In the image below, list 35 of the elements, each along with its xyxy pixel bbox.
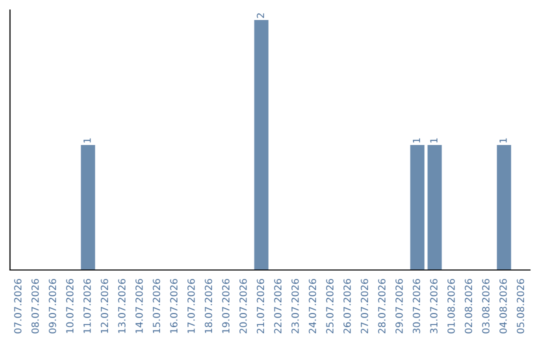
x-tick-label: 03.08.2026 — [482, 278, 490, 334]
x-tick-label: 24.07.2026 — [308, 278, 316, 334]
x-tick-label: 28.07.2026 — [378, 278, 386, 334]
x-tick-label: 30.07.2026 — [412, 278, 420, 334]
data-label: 1 — [430, 138, 438, 143]
x-tick-label: 05.08.2026 — [516, 278, 524, 334]
x-tick-label: 23.07.2026 — [291, 278, 299, 334]
x-tick-label: 04.08.2026 — [499, 278, 507, 334]
x-tick-label: 09.07.2026 — [48, 278, 56, 334]
x-tick-label: 02.08.2026 — [464, 278, 472, 334]
x-tick-label: 18.07.2026 — [204, 278, 212, 333]
x-tick-label: 14.07.2026 — [135, 278, 143, 333]
x-tick-label: 16.07.2026 — [170, 278, 178, 333]
x-tick-label: 22.07.2026 — [274, 278, 282, 334]
x-tick-label: 11.07.2026 — [83, 278, 91, 333]
x-tick-label: 10.07.2026 — [66, 278, 74, 333]
x-tick-label: 15.07.2026 — [152, 278, 160, 333]
x-tick-label: 27.07.2026 — [360, 278, 368, 334]
x-tick-label: 19.07.2026 — [222, 278, 230, 333]
x-tick-label: 21.07.2026 — [256, 278, 264, 334]
x-tick-label: 26.07.2026 — [343, 278, 351, 334]
x-tick-label: 17.07.2026 — [187, 278, 195, 333]
data-label: 1 — [500, 138, 507, 143]
x-tick-label: 07.07.2026 — [14, 278, 22, 334]
x-tick-label: 12.07.2026 — [100, 278, 108, 333]
x-tick-label: 20.07.2026 — [239, 278, 247, 334]
x-tick-label: 13.07.2026 — [118, 278, 126, 333]
data-label: 2 — [256, 13, 264, 18]
x-tick-label: 25.07.2026 — [326, 278, 334, 334]
data-label: 1 — [84, 138, 91, 143]
data-label: 1 — [412, 138, 420, 143]
x-tick-label: 29.07.2026 — [395, 278, 403, 334]
x-tick-label: 08.07.2026 — [31, 278, 39, 334]
x-tick-label: 31.07.2026 — [430, 278, 438, 334]
x-tick-label: 01.08.2026 — [447, 278, 455, 334]
